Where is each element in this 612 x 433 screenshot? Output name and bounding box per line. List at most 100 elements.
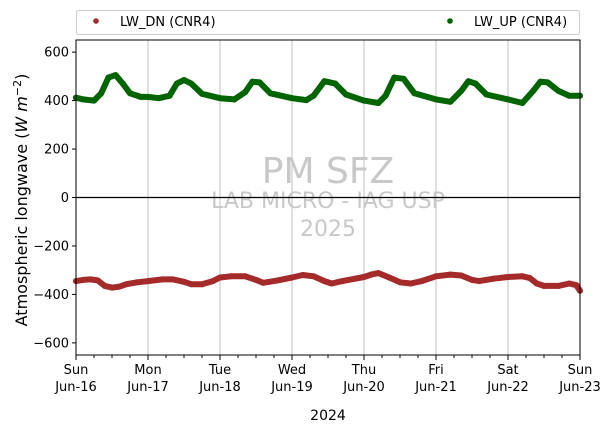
- data-point: [361, 273, 367, 280]
- data-point: [469, 276, 475, 283]
- x-tick-label-day: Mon: [134, 363, 161, 378]
- data-point: [375, 270, 382, 277]
- x-tick-label-day: Sun: [64, 363, 89, 378]
- data-point: [105, 74, 112, 81]
- data-point: [188, 80, 195, 87]
- legend-marker-lw-dn: [93, 18, 99, 24]
- data-point: [400, 75, 407, 82]
- data-point: [242, 89, 249, 96]
- data-point: [299, 272, 306, 279]
- data-point: [544, 79, 551, 86]
- data-point: [170, 276, 177, 283]
- data-point: [476, 278, 483, 285]
- legend: LW_DN (CNR4) LW_UP (CNR4): [76, 10, 580, 35]
- data-point: [188, 281, 195, 288]
- data-point: [490, 275, 497, 282]
- data-point: [80, 96, 87, 103]
- data-point: [361, 97, 367, 104]
- series-group: [73, 72, 583, 294]
- data-point: [433, 96, 439, 103]
- y-tick-label: 0: [61, 191, 69, 206]
- data-point: [134, 279, 141, 286]
- data-point: [418, 278, 425, 285]
- legend-label-lw-up: LW_UP (CNR4): [474, 15, 567, 30]
- data-point: [519, 100, 526, 106]
- data-point: [137, 93, 144, 100]
- data-point: [231, 96, 238, 103]
- y-axis-label: Atmospheric longwave (W m−2): [11, 74, 32, 327]
- data-point: [109, 284, 115, 291]
- data-point: [256, 79, 263, 86]
- y-tick-label: 400: [44, 94, 69, 109]
- data-point: [199, 281, 205, 288]
- data-point: [447, 98, 454, 105]
- data-point: [249, 78, 256, 85]
- x-tick-label-date: Jun-19: [270, 380, 313, 395]
- x-tick-label-day: Thu: [351, 363, 376, 378]
- data-point: [253, 276, 259, 283]
- data-point: [407, 280, 414, 287]
- data-point: [155, 95, 162, 102]
- data-point: [533, 280, 540, 287]
- data-point: [483, 91, 490, 98]
- data-point: [209, 278, 216, 285]
- data-point: [458, 272, 465, 279]
- data-point: [447, 271, 454, 278]
- watermark-line: 2025: [300, 217, 356, 242]
- data-point: [116, 283, 123, 290]
- data-point: [332, 80, 339, 87]
- data-point: [472, 80, 479, 87]
- x-tick-label-date: Jun-18: [198, 380, 241, 395]
- data-point: [181, 278, 187, 285]
- data-point: [505, 273, 511, 280]
- data-point: [343, 91, 349, 98]
- x-tick-label-date: Jun-21: [414, 380, 457, 395]
- legend-box: [76, 10, 580, 35]
- x-tick-label-date: Jun-20: [342, 380, 385, 395]
- x-tick-label-date: Jun-22: [486, 380, 529, 395]
- data-point: [391, 74, 398, 81]
- data-point: [101, 282, 108, 289]
- y-tick-label: −200: [33, 239, 69, 254]
- data-point: [199, 90, 205, 97]
- data-point: [217, 274, 223, 281]
- data-point: [397, 279, 403, 286]
- y-axis: −600 −400 −200 0 200 400 600: [33, 46, 76, 351]
- data-point: [339, 278, 346, 285]
- x-tick-label-day: Tue: [208, 363, 231, 378]
- x-axis: Sun Jun-16 Mon Jun-17 Tue Jun-18 Wed Jun-19 Thu J…: [54, 355, 601, 395]
- data-point: [260, 279, 267, 286]
- data-point: [566, 280, 573, 287]
- legend-marker-lw-up: [447, 18, 453, 24]
- data-point: [386, 274, 393, 281]
- data-point: [87, 276, 94, 283]
- data-point: [519, 273, 526, 280]
- data-point: [242, 273, 249, 280]
- x-tick-label-date: Jun-16: [54, 380, 97, 395]
- data-point: [181, 76, 187, 83]
- data-point: [573, 282, 580, 289]
- watermark-line: LAB MICRO - IAG USP: [211, 189, 445, 214]
- y-tick-label: 600: [44, 46, 69, 61]
- data-point: [433, 273, 439, 280]
- data-point: [127, 90, 133, 97]
- data-point: [382, 92, 389, 99]
- y-tick-label: −400: [33, 288, 69, 303]
- data-point: [465, 78, 472, 85]
- data-point: [91, 97, 97, 104]
- data-point: [310, 273, 317, 280]
- legend-label-lw-dn: LW_DN (CNR4): [120, 15, 216, 30]
- data-point: [94, 277, 101, 284]
- data-point: [321, 278, 328, 285]
- data-point: [119, 80, 126, 87]
- data-point: [98, 90, 105, 97]
- data-point: [458, 87, 465, 94]
- data-point: [159, 276, 166, 283]
- data-point: [526, 274, 533, 281]
- data-point: [289, 274, 295, 281]
- data-point: [166, 92, 173, 99]
- series-line-lw-up: [73, 72, 583, 106]
